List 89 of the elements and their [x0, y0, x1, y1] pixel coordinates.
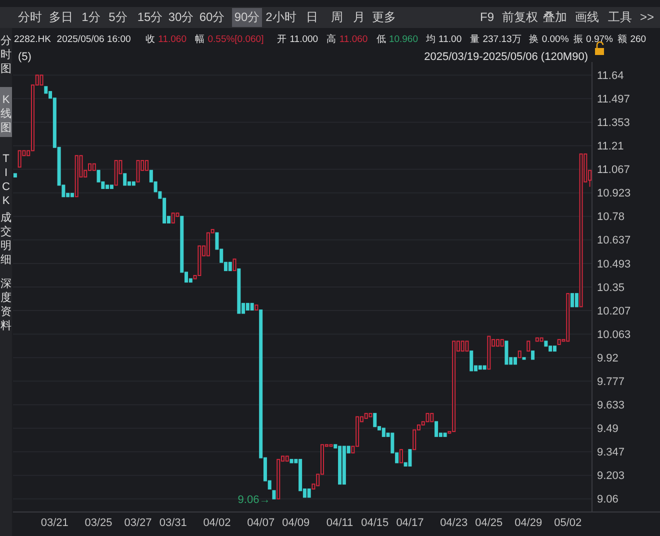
text: 2282.HK — [14, 34, 52, 45]
y-tick-label: 11.21 — [597, 140, 624, 153]
text: 多日 — [49, 10, 73, 24]
candlestick — [232, 258, 236, 272]
y-tick-label: 9.49 — [597, 423, 618, 436]
text: 60分 — [199, 10, 225, 24]
x-tick-label: 04/29 — [514, 517, 542, 529]
y-tick-label: 9.347 — [597, 446, 625, 459]
text: 叠加 — [543, 10, 567, 24]
text: 低 10.960 — [376, 34, 418, 45]
text: 前复权 — [502, 10, 538, 24]
x-tick-label: 04/07 — [247, 517, 275, 529]
text: 工具 — [608, 10, 632, 24]
candlestick — [526, 340, 530, 352]
y-tick-label: 10.35 — [597, 282, 625, 294]
text: 月 — [353, 10, 365, 24]
text: 5分 — [108, 10, 128, 24]
text: F9 — [480, 10, 494, 24]
text: 开 11.000 — [277, 34, 318, 45]
candlestick — [460, 340, 464, 352]
candlestick — [40, 74, 44, 86]
text: 周 — [331, 10, 343, 24]
y-tick-label: 10.063 — [597, 328, 631, 341]
text: 均 11.00 — [424, 33, 462, 45]
text: 15分 — [137, 10, 163, 24]
candlestick — [18, 150, 22, 168]
x-tick-label: 03/27 — [124, 517, 152, 529]
x-tick-label: 04/02 — [203, 517, 231, 529]
y-tick-label: 10.637 — [597, 234, 631, 247]
text: 30分 — [168, 10, 194, 24]
y-tick-label: 9.92 — [597, 352, 618, 364]
text: K线图 — [0, 94, 12, 134]
text: 高 11.060 — [326, 33, 368, 45]
text: >> — [640, 10, 654, 24]
y-tick-label: 9.06 — [597, 494, 618, 506]
text: 换 0.00% — [529, 33, 570, 45]
x-tick-label: 04/25 — [475, 517, 503, 529]
text: 量 237.13万 — [470, 34, 522, 45]
candlestick — [434, 421, 438, 437]
candlestick — [570, 293, 574, 308]
candlestick — [408, 449, 412, 467]
y-tick-label: 11.64 — [597, 70, 624, 82]
x-tick-label: 04/17 — [396, 517, 424, 529]
candlestick — [136, 160, 140, 182]
x-tick-label: 03/31 — [159, 517, 187, 529]
text: 额 260 — [618, 33, 646, 45]
text: 更多 — [372, 10, 396, 24]
text: 分时 — [18, 10, 42, 24]
y-tick-label: 10.207 — [597, 305, 631, 318]
text: 90分 — [234, 10, 260, 24]
x-tick-label: 04/23 — [440, 517, 468, 529]
candlestick — [504, 340, 508, 365]
candlestick — [574, 293, 578, 308]
y-tick-label: 10.78 — [597, 211, 625, 224]
y-tick-label: 10.493 — [597, 258, 631, 270]
y-tick-label: 9.203 — [597, 470, 625, 482]
text: 2小时 — [266, 10, 296, 24]
y-tick-label: 9.777 — [597, 376, 625, 388]
text: 幅 0.55%[0.060] — [195, 33, 264, 45]
text: 2025/05/06 16:00 — [56, 34, 131, 45]
y-tick-label: 10.923 — [597, 188, 631, 200]
text: 收 11.060 — [146, 34, 186, 45]
x-tick-label: 03/21 — [40, 517, 68, 529]
text: 分时图 — [0, 35, 12, 75]
y-tick-label: 11.497 — [597, 93, 630, 106]
annotation: (5) — [18, 51, 32, 63]
text: 画线 — [575, 10, 599, 24]
y-tick-label: 11.353 — [597, 117, 630, 130]
text: 日 — [306, 10, 318, 24]
x-tick-label: 03/25 — [84, 517, 112, 529]
candlestick — [399, 449, 403, 464]
candlestick — [123, 173, 127, 186]
candlestick — [470, 350, 474, 372]
annotation: 2025/03/19-2025/05/06 (120M90) — [424, 51, 588, 63]
text: TICK — [2, 153, 10, 207]
x-tick-label: 05/02 — [554, 517, 582, 529]
y-tick-label: 9.633 — [597, 400, 625, 412]
x-tick-label: 04/09 — [282, 517, 310, 529]
x-tick-label: 04/11 — [326, 517, 354, 529]
text: 成交明细 — [0, 211, 12, 266]
text: 深度资料 — [0, 278, 12, 332]
annotation: 9.06→ — [238, 494, 270, 506]
y-tick-label: 11.067 — [597, 164, 630, 176]
x-tick-label: 04/15 — [361, 517, 389, 529]
candlestick — [373, 412, 377, 428]
candlestick — [171, 212, 175, 224]
text: 振 0.97% — [573, 33, 614, 45]
text: 1分 — [82, 10, 100, 24]
candlestick — [465, 340, 469, 352]
